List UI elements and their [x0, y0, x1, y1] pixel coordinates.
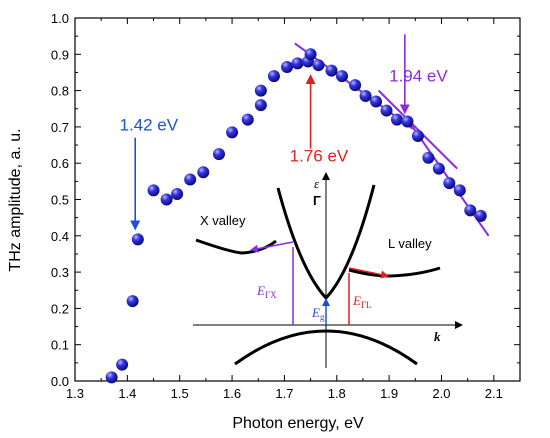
y-axis-label: THz amplitude, a. u.: [7, 128, 24, 271]
y-tick-label: 0.7: [51, 120, 69, 135]
data-point: [241, 113, 254, 126]
x-tick-label: 2.1: [485, 386, 503, 401]
data-point: [184, 173, 197, 186]
x-axis-label: Photon energy, eV: [232, 415, 364, 432]
data-point: [131, 233, 144, 246]
annotation-label: 1.76 eV: [290, 146, 349, 165]
x-tick-label: 2.0: [432, 386, 450, 401]
x-tick-label: 1.9: [380, 386, 398, 401]
gap-energy-label: Eg: [311, 305, 325, 322]
inset-gamma-label: Γ: [313, 193, 321, 208]
gamma-l-energy-label: EΓL: [352, 293, 372, 310]
gamma-x-scatter-arrow: [250, 241, 294, 253]
data-point: [147, 184, 160, 197]
data-point: [390, 113, 403, 126]
x-tick-label: 1.8: [328, 386, 346, 401]
data-point: [197, 166, 210, 179]
l-valley-label: L valley: [388, 236, 432, 251]
y-tick-label: 0.4: [51, 229, 69, 244]
band-diagram-inset: ε Γ k X valley L valley EΓX Eg EΓL: [193, 172, 463, 368]
gamma-x-energy-label: EΓX: [256, 283, 277, 300]
data-point: [474, 209, 487, 222]
x-tick-label: 1.4: [118, 386, 136, 401]
inset-energy-label: ε: [314, 176, 320, 191]
data-point: [254, 99, 267, 112]
x-tick-label: 1.5: [171, 386, 189, 401]
data-point: [422, 151, 435, 164]
gamma-l-scatter-arrow: [348, 267, 389, 279]
data-point: [171, 188, 184, 201]
data-point: [349, 79, 362, 92]
x-tick-label: 1.6: [223, 386, 241, 401]
data-point: [105, 371, 118, 384]
data-point: [254, 84, 267, 97]
y-tick-label: 0.8: [51, 84, 69, 99]
y-tick-label: 0.3: [51, 265, 69, 280]
data-point: [432, 162, 445, 175]
fit-line: [377, 89, 458, 170]
l-valley-curve: [348, 266, 441, 278]
data-point: [312, 59, 325, 72]
plot-frame: [74, 17, 521, 382]
data-point: [160, 193, 173, 206]
data-point: [126, 295, 139, 308]
x-valley-curve: [195, 238, 277, 255]
y-tick-label: 1.0: [51, 11, 69, 26]
data-point: [359, 90, 372, 103]
data-point: [325, 64, 338, 77]
data-point: [401, 115, 414, 128]
energy-annotations: 1.42 eV 1.76 eV 1.94 eV: [120, 34, 448, 231]
data-points: [105, 48, 487, 384]
y-tick-label: 0.1: [51, 338, 69, 353]
data-point: [443, 177, 456, 190]
data-point: [370, 95, 383, 108]
x-valley-label: X valley: [200, 213, 246, 228]
data-point: [304, 48, 317, 61]
data-point: [453, 184, 466, 197]
data-point: [281, 61, 294, 74]
y-tick-label: 0.6: [51, 156, 69, 171]
y-tick-label: 0.2: [51, 301, 69, 316]
data-point: [226, 126, 239, 139]
x-tick-label: 1.3: [66, 386, 84, 401]
data-point: [116, 358, 129, 371]
x-axis-ticks: 1.3 1.4 1.5 1.6 1.7 1.8 1.9 2.0 2.1: [66, 18, 503, 401]
data-point: [336, 70, 348, 83]
valence-band-curve: [234, 329, 418, 366]
inset-k-label: k: [434, 329, 441, 344]
data-point: [464, 204, 477, 217]
y-tick-label: 0.5: [51, 193, 69, 208]
annotation-label: 1.94 eV: [389, 67, 448, 86]
data-point: [212, 148, 225, 161]
x-tick-label: 1.7: [275, 386, 293, 401]
y-tick-label: 0.0: [51, 374, 69, 389]
data-point: [411, 129, 424, 142]
data-point: [267, 70, 280, 83]
annotation-label: 1.42 eV: [120, 116, 179, 135]
y-tick-label: 0.9: [51, 47, 69, 62]
y-axis-ticks: 0.0 0.1 0.2 0.3 0.4 0.5 0.6 0.7 0.8 0.9 1.0: [51, 11, 520, 389]
data-point: [291, 57, 304, 70]
data-point: [380, 104, 393, 117]
